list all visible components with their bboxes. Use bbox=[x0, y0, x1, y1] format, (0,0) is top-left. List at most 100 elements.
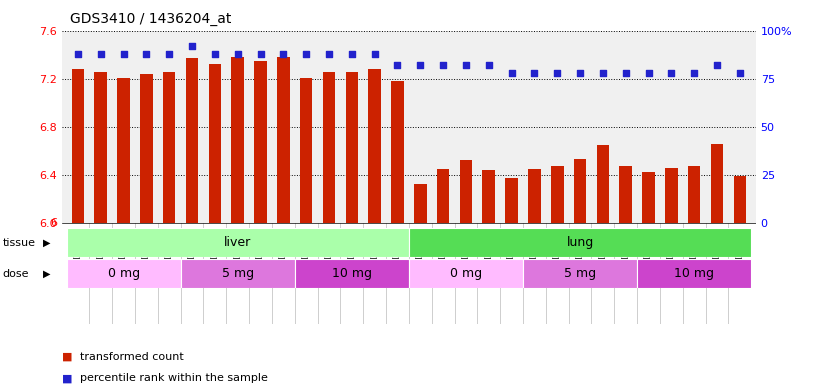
Point bbox=[71, 51, 84, 57]
Text: tissue: tissue bbox=[2, 238, 36, 248]
Point bbox=[300, 51, 313, 57]
Text: 5 mg: 5 mg bbox=[221, 267, 254, 280]
Point bbox=[117, 51, 131, 57]
Bar bbox=[506, 178, 518, 223]
Text: liver: liver bbox=[224, 237, 251, 249]
Bar bbox=[414, 184, 426, 223]
Text: GSM326956: GSM326956 bbox=[211, 226, 220, 271]
Text: percentile rank within the sample: percentile rank within the sample bbox=[80, 373, 268, 383]
Bar bbox=[637, 259, 751, 288]
Text: GSM326946: GSM326946 bbox=[97, 226, 105, 271]
Text: GSM326953: GSM326953 bbox=[530, 226, 539, 271]
Bar bbox=[665, 167, 677, 223]
Point bbox=[254, 51, 267, 57]
Bar bbox=[117, 78, 130, 223]
Bar bbox=[620, 166, 632, 223]
Text: 10 mg: 10 mg bbox=[674, 267, 714, 280]
Point bbox=[277, 51, 290, 57]
Text: ■: ■ bbox=[62, 373, 73, 383]
Point bbox=[642, 70, 655, 76]
Bar bbox=[551, 166, 563, 223]
Text: GDS3410 / 1436204_at: GDS3410 / 1436204_at bbox=[70, 12, 231, 25]
Text: GSM326965: GSM326965 bbox=[667, 226, 676, 271]
Text: GSM326947: GSM326947 bbox=[462, 226, 471, 271]
Bar bbox=[140, 74, 153, 223]
Bar bbox=[459, 161, 472, 223]
Text: GSM326945: GSM326945 bbox=[439, 226, 448, 271]
Point bbox=[345, 51, 358, 57]
Bar bbox=[186, 58, 198, 223]
Bar bbox=[368, 69, 381, 223]
Text: GSM326959: GSM326959 bbox=[598, 226, 607, 271]
Text: ▶: ▶ bbox=[43, 238, 50, 248]
Text: ■: ■ bbox=[62, 352, 73, 362]
Point bbox=[163, 51, 176, 57]
Point bbox=[436, 62, 449, 68]
Point bbox=[505, 70, 518, 76]
Text: GSM326952: GSM326952 bbox=[164, 226, 173, 271]
Point bbox=[710, 62, 724, 68]
Point bbox=[620, 70, 633, 76]
Point bbox=[482, 62, 496, 68]
Bar bbox=[643, 172, 655, 223]
Point bbox=[573, 70, 586, 76]
Point bbox=[94, 51, 107, 57]
Bar bbox=[323, 71, 335, 223]
Bar bbox=[254, 61, 267, 223]
Point bbox=[733, 70, 747, 76]
Bar bbox=[523, 259, 637, 288]
Text: 10 mg: 10 mg bbox=[332, 267, 372, 280]
Point bbox=[596, 70, 610, 76]
Bar bbox=[67, 259, 181, 288]
Text: 6: 6 bbox=[50, 218, 57, 228]
Bar bbox=[392, 81, 404, 223]
Text: GSM326961: GSM326961 bbox=[621, 226, 630, 271]
Text: GSM326963: GSM326963 bbox=[644, 226, 653, 271]
Point bbox=[186, 43, 199, 49]
Bar bbox=[345, 71, 358, 223]
Point bbox=[391, 62, 404, 68]
Bar bbox=[277, 57, 290, 223]
Text: GSM326970: GSM326970 bbox=[370, 226, 379, 271]
Bar bbox=[181, 259, 295, 288]
Bar bbox=[437, 169, 449, 223]
Text: GSM326972: GSM326972 bbox=[393, 226, 402, 271]
Text: GSM326954: GSM326954 bbox=[188, 226, 197, 271]
Point bbox=[665, 70, 678, 76]
Point bbox=[528, 70, 541, 76]
Text: GSM326957: GSM326957 bbox=[576, 226, 585, 271]
Bar bbox=[94, 71, 107, 223]
Bar bbox=[688, 166, 700, 223]
Text: transformed count: transformed count bbox=[80, 352, 184, 362]
Bar bbox=[528, 169, 541, 223]
Bar bbox=[295, 259, 409, 288]
Bar bbox=[596, 145, 609, 223]
Point bbox=[687, 70, 700, 76]
Text: GSM326958: GSM326958 bbox=[233, 226, 242, 271]
Text: GSM326971: GSM326971 bbox=[735, 226, 744, 271]
Text: GSM326960: GSM326960 bbox=[256, 226, 265, 271]
Bar bbox=[231, 57, 244, 223]
Text: GSM326951: GSM326951 bbox=[507, 226, 516, 271]
Bar bbox=[409, 228, 751, 257]
Text: GSM326943: GSM326943 bbox=[415, 226, 425, 271]
Text: GSM326969: GSM326969 bbox=[713, 226, 721, 271]
Bar bbox=[409, 259, 523, 288]
Point bbox=[551, 70, 564, 76]
Point bbox=[208, 51, 221, 57]
Text: GSM326967: GSM326967 bbox=[690, 226, 699, 271]
Point bbox=[459, 62, 472, 68]
Text: 0 mg: 0 mg bbox=[450, 267, 482, 280]
Bar bbox=[67, 228, 409, 257]
Point bbox=[140, 51, 153, 57]
Text: GSM326944: GSM326944 bbox=[74, 226, 83, 271]
Bar bbox=[300, 78, 312, 223]
Text: GSM326949: GSM326949 bbox=[484, 226, 493, 271]
Point bbox=[322, 51, 335, 57]
Bar bbox=[163, 71, 175, 223]
Text: ▶: ▶ bbox=[43, 268, 50, 279]
Text: GSM326955: GSM326955 bbox=[553, 226, 562, 271]
Text: 5 mg: 5 mg bbox=[564, 267, 596, 280]
Text: GSM326968: GSM326968 bbox=[347, 226, 356, 271]
Bar bbox=[482, 170, 495, 223]
